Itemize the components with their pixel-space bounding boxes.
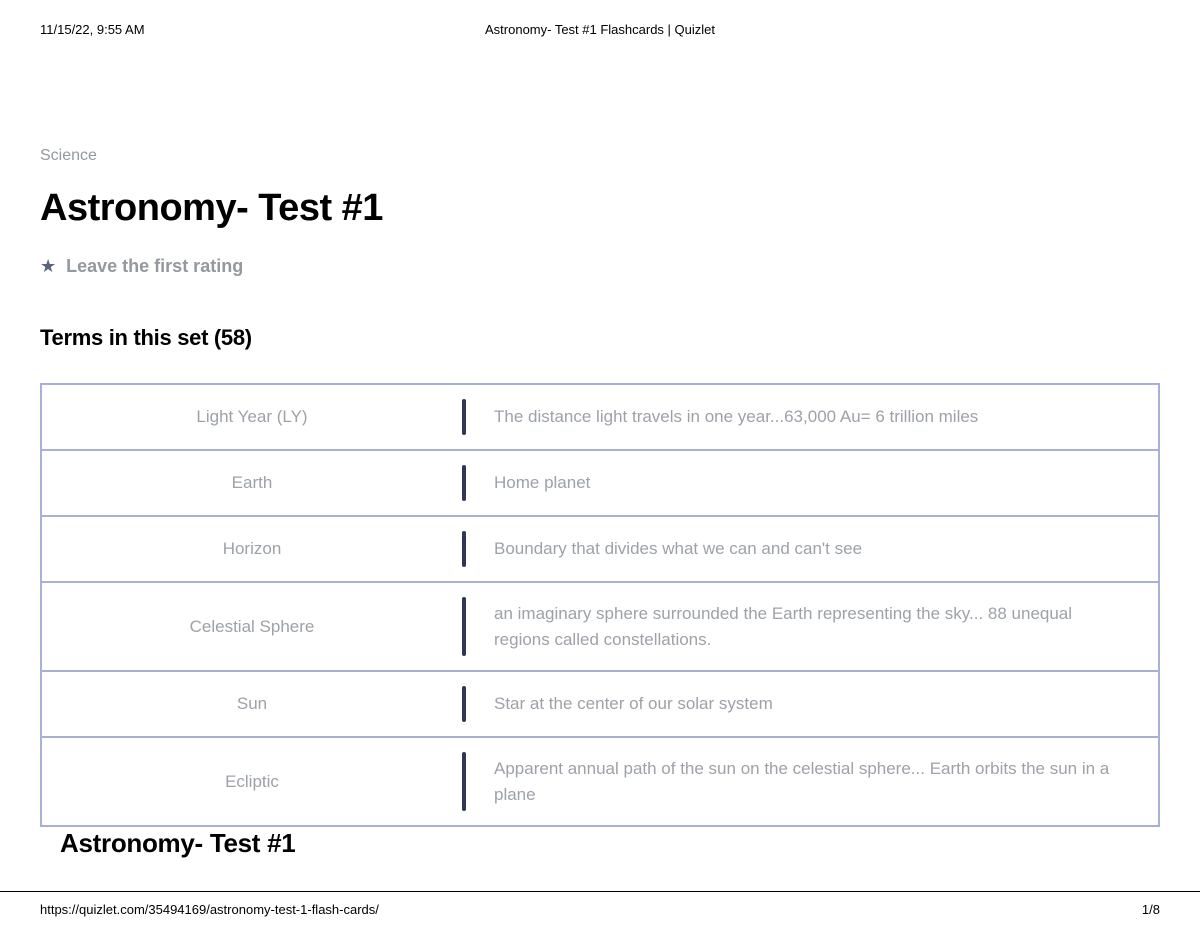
term-cell: Horizon: [42, 517, 462, 581]
rating-text: Leave the first rating: [66, 256, 243, 277]
print-header: 11/15/22, 9:55 AM Astronomy- Test #1 Fla…: [0, 0, 1200, 37]
main-content: Science Astronomy- Test #1 ★ Leave the f…: [0, 37, 1200, 827]
page-title: Astronomy- Test #1: [40, 187, 1160, 230]
rating-row[interactable]: ★ Leave the first rating: [40, 256, 1160, 277]
definition-cell: Boundary that divides what we can and ca…: [466, 517, 1158, 581]
terms-table: Light Year (LY)The distance light travel…: [40, 383, 1160, 827]
print-page: 1/8: [1142, 902, 1160, 917]
star-icon: ★: [40, 256, 56, 277]
terms-heading: Terms in this set (58): [40, 325, 1160, 351]
term-cell: Ecliptic: [42, 738, 462, 825]
term-row[interactable]: Celestial Spherean imaginary sphere surr…: [42, 583, 1158, 672]
term-cell: Sun: [42, 672, 462, 736]
definition-cell: Home planet: [466, 451, 1158, 515]
print-timestamp: 11/15/22, 9:55 AM: [40, 22, 145, 37]
print-url: https://quizlet.com/35494169/astronomy-t…: [40, 902, 379, 917]
print-title: Astronomy- Test #1 Flashcards | Quizlet: [485, 22, 715, 37]
term-row[interactable]: Light Year (LY)The distance light travel…: [42, 385, 1158, 451]
term-row[interactable]: EarthHome planet: [42, 451, 1158, 517]
definition-cell: an imaginary sphere surrounded the Earth…: [466, 583, 1158, 670]
term-cell: Earth: [42, 451, 462, 515]
term-cell: Celestial Sphere: [42, 583, 462, 670]
term-row[interactable]: HorizonBoundary that divides what we can…: [42, 517, 1158, 583]
term-row[interactable]: EclipticApparent annual path of the sun …: [42, 738, 1158, 827]
term-row[interactable]: SunStar at the center of our solar syste…: [42, 672, 1158, 738]
definition-cell: Star at the center of our solar system: [466, 672, 1158, 736]
definition-cell: The distance light travels in one year..…: [466, 385, 1158, 449]
breadcrumb[interactable]: Science: [40, 147, 1160, 165]
footer-title: Astronomy- Test #1: [60, 828, 295, 859]
term-cell: Light Year (LY): [42, 385, 462, 449]
print-footer: https://quizlet.com/35494169/astronomy-t…: [0, 891, 1200, 927]
definition-cell: Apparent annual path of the sun on the c…: [466, 738, 1158, 825]
